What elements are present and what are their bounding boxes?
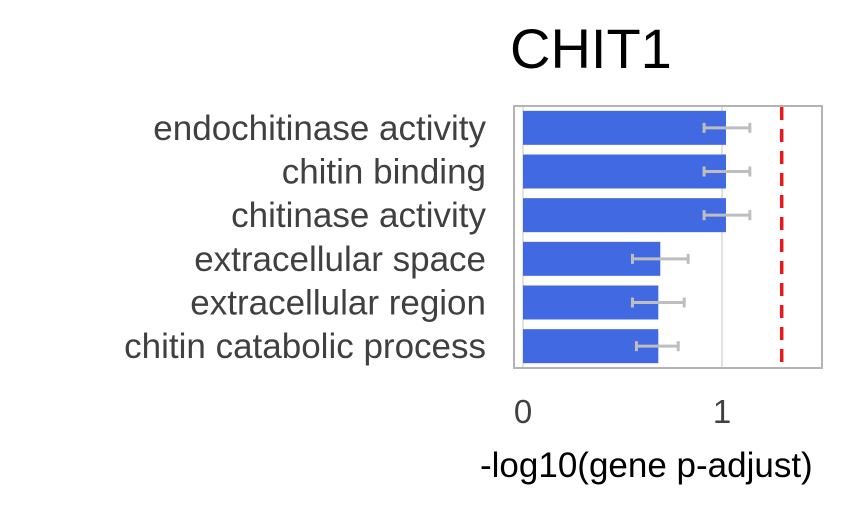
plot-frame (513, 105, 823, 369)
category-labels: endochitinase activity chitin binding chit… (124, 109, 486, 366)
category-label-1: chitin binding (282, 153, 486, 192)
bar-0 (523, 110, 726, 145)
chart-title: CHIT1 (510, 17, 672, 80)
x-axis-label: -log10(gene p-adjust) (480, 446, 813, 485)
bar-1 (523, 154, 726, 189)
category-label-2: chitinase activity (231, 196, 486, 235)
grid (522, 107, 723, 367)
bar-2 (523, 198, 726, 233)
category-label-4: extracellular region (190, 284, 486, 323)
category-label-5: chitin catabolic process (124, 327, 486, 366)
error-bars (630, 122, 752, 352)
bars (523, 110, 726, 364)
category-label-0: endochitinase activity (153, 109, 486, 148)
x-tick-label-0: 0 (514, 393, 532, 430)
x-tick-label-1: 1 (713, 393, 731, 430)
category-label-3: extracellular space (194, 240, 486, 279)
